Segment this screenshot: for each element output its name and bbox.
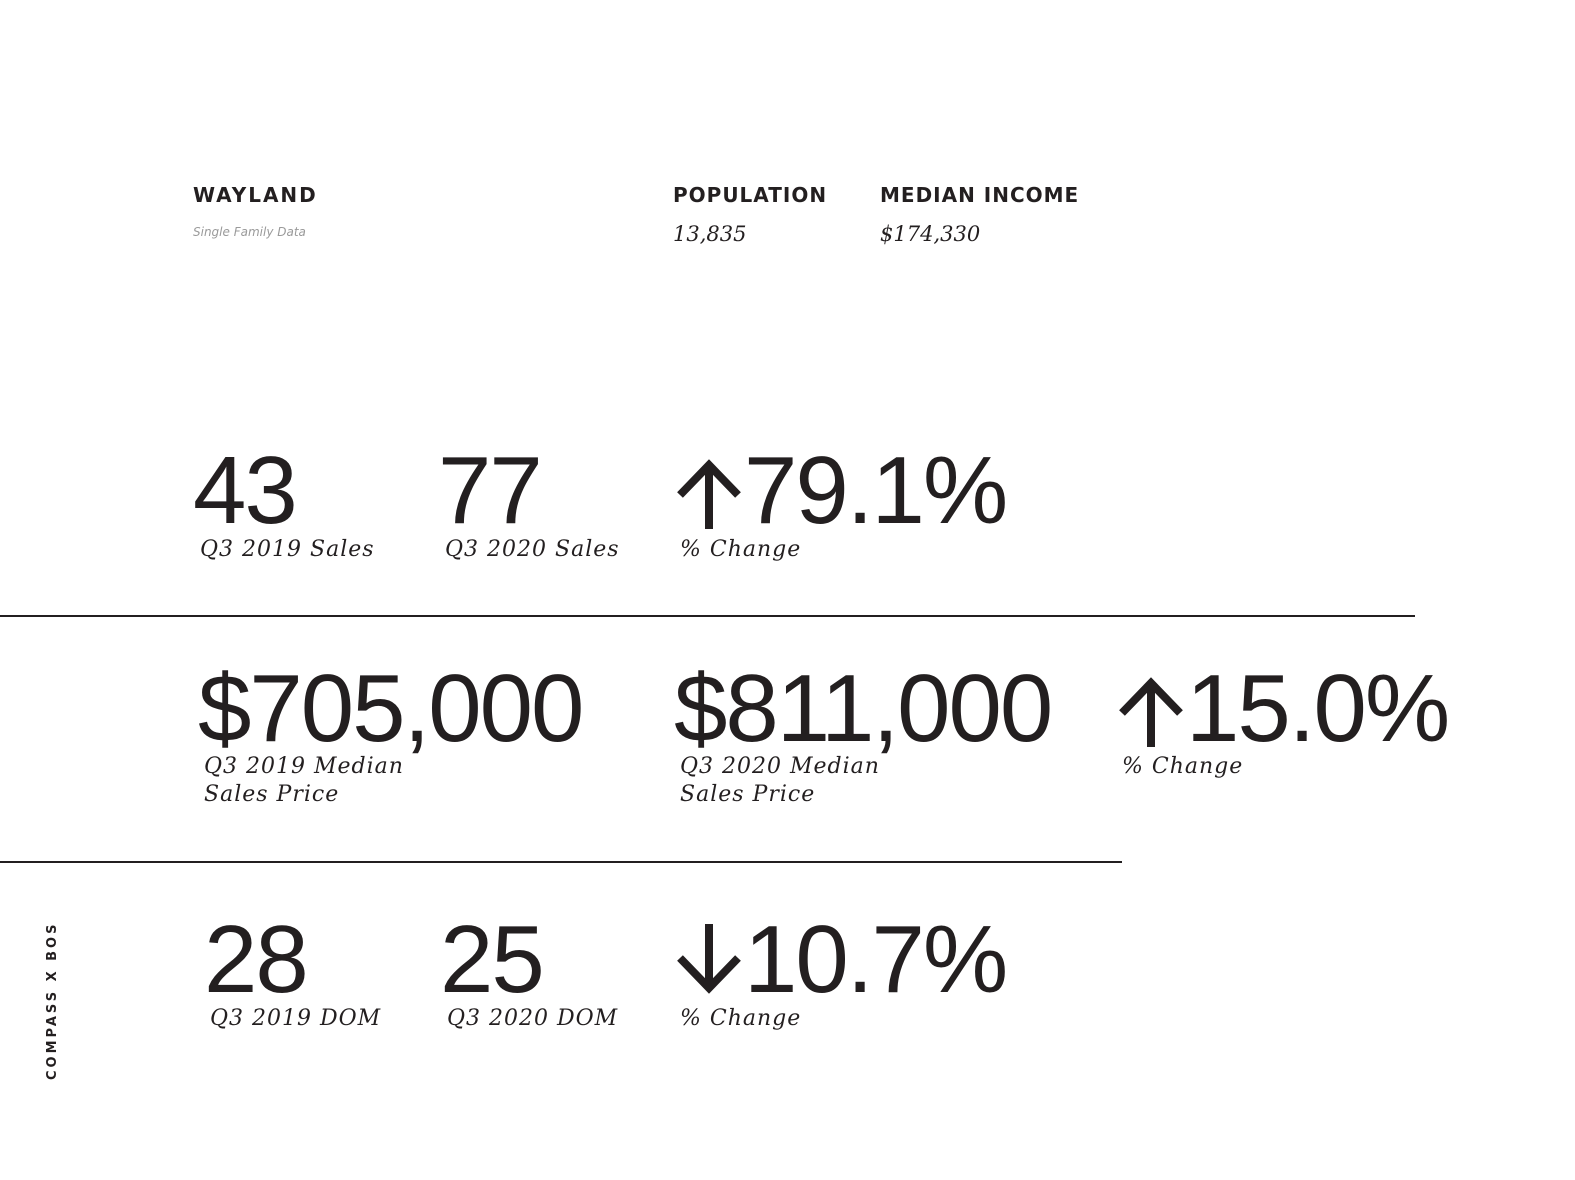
dom-change-label: % Change bbox=[680, 1006, 802, 1031]
q3-2019-median-price-label: Q3 2019 Median Sales Price bbox=[204, 753, 404, 809]
q3-2019-sales-label: Q3 2019 Sales bbox=[200, 537, 375, 562]
q3-2020-sales-value: 77 bbox=[438, 437, 543, 544]
population-label: POPULATION bbox=[673, 183, 828, 207]
q3-2020-dom-label: Q3 2020 DOM bbox=[447, 1006, 619, 1031]
price-change-value: 15.0% bbox=[1186, 655, 1450, 762]
median-income-label: MEDIAN INCOME bbox=[880, 183, 1080, 207]
sales-change: 79.1% bbox=[676, 443, 1008, 545]
dom-change-value: 10.7% bbox=[744, 906, 1008, 1013]
sales-change-label: % Change bbox=[680, 537, 802, 562]
q3-2020-median-price-value: $811,000 bbox=[674, 655, 1053, 762]
town-name: WAYLAND bbox=[193, 183, 318, 207]
population-value: 13,835 bbox=[673, 222, 747, 246]
label-line: Sales Price bbox=[680, 782, 816, 807]
q3-2019-median-price-value: $705,000 bbox=[198, 655, 584, 762]
q3-2019-dom-label: Q3 2019 DOM bbox=[210, 1006, 382, 1031]
label-line: Sales Price bbox=[204, 782, 340, 807]
divider-rule bbox=[0, 615, 1415, 617]
median-income-value: $174,330 bbox=[880, 222, 981, 246]
arrow-up-icon bbox=[676, 443, 742, 545]
label-line: Q3 2020 Median bbox=[680, 754, 880, 779]
arrow-down-icon bbox=[676, 912, 742, 1012]
q3-2020-dom-value: 25 bbox=[440, 906, 545, 1013]
price-change-label: % Change bbox=[1122, 754, 1244, 779]
q3-2019-dom-value: 28 bbox=[204, 906, 309, 1013]
q3-2020-median-price-label: Q3 2020 Median Sales Price bbox=[680, 753, 880, 809]
price-change: 15.0% bbox=[1118, 661, 1450, 763]
sales-change-value: 79.1% bbox=[744, 437, 1008, 544]
brand-vertical-text: COMPASS X BOS bbox=[45, 921, 60, 1080]
q3-2020-sales-label: Q3 2020 Sales bbox=[445, 537, 620, 562]
q3-2019-sales-value: 43 bbox=[193, 437, 298, 544]
divider-rule bbox=[0, 861, 1122, 863]
dom-change: 10.7% bbox=[676, 912, 1008, 1012]
label-line: Q3 2019 Median bbox=[204, 754, 404, 779]
data-type-subtitle: Single Family Data bbox=[193, 225, 306, 239]
arrow-up-icon bbox=[1118, 661, 1184, 763]
